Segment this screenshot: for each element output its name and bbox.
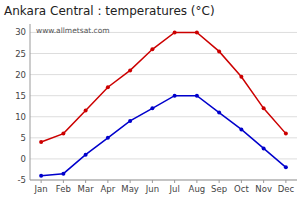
series-marker: [61, 172, 65, 176]
series-marker: [239, 75, 243, 79]
series-marker: [173, 30, 177, 34]
y-tick-label: -5: [18, 175, 26, 185]
x-tick: [152, 180, 153, 183]
series-line: [41, 96, 286, 176]
grid-line: [30, 158, 297, 159]
x-tick: [85, 180, 86, 183]
x-tick-label: Nov: [255, 184, 272, 194]
series-marker: [84, 153, 88, 157]
y-tick-label: 20: [15, 70, 26, 80]
x-tick-label: May: [121, 184, 139, 194]
series-marker: [61, 132, 65, 136]
series-marker: [173, 94, 177, 98]
grid-line: [30, 95, 297, 96]
y-tick-label: 15: [15, 91, 26, 101]
series-marker: [217, 111, 221, 115]
y-tick-label: 5: [21, 133, 26, 143]
series-marker: [262, 146, 266, 150]
x-tick: [130, 180, 131, 183]
grid: [30, 32, 297, 180]
series-marker: [284, 165, 288, 169]
x-tick: [219, 180, 220, 183]
x-tick-label: Jan: [34, 184, 48, 194]
grid-line: [30, 137, 297, 138]
x-tick: [285, 180, 286, 183]
x-tick-label: Aug: [189, 184, 206, 194]
grid-line: [30, 74, 297, 75]
x-tick: [107, 180, 108, 183]
y-tick-label: 0: [21, 154, 26, 164]
x-tick: [263, 180, 264, 183]
x-tick: [241, 180, 242, 183]
annotation: www.allmetsat.com: [36, 26, 110, 35]
series-marker: [84, 108, 88, 112]
x-tick-label: Mar: [78, 184, 95, 194]
y-tick-label: 25: [15, 49, 26, 59]
series-marker: [150, 47, 154, 51]
x-tick-label: Jul: [168, 184, 179, 194]
series-marker: [39, 174, 43, 178]
x-axis-line: [30, 180, 297, 181]
title: Ankara Central : temperatures (°C): [4, 4, 215, 18]
grid-line: [30, 116, 297, 117]
series-marker: [195, 30, 199, 34]
x-tick-label: Apr: [101, 184, 116, 194]
x-tick: [196, 180, 197, 183]
grid-line: [30, 180, 297, 181]
x-tick-label: Oct: [234, 184, 249, 194]
series-marker: [217, 49, 221, 53]
chart-svg: Ankara Central : temperatures (°C) -5 0 5 10…: [0, 0, 305, 200]
series-marker: [39, 140, 43, 144]
chart-container: Ankara Central : temperatures (°C) -5 0 5 10…: [0, 0, 305, 200]
plot-area: [39, 30, 288, 177]
x-tick-label: Feb: [56, 184, 71, 194]
series-marker: [150, 106, 154, 110]
x-tick: [174, 180, 175, 183]
series-marker: [128, 119, 132, 123]
x-tick-label: Jun: [145, 184, 159, 194]
x-tick-label: Sep: [211, 184, 227, 194]
x-tick: [63, 180, 64, 183]
series-marker: [284, 132, 288, 136]
x-tick-label: Dec: [278, 184, 295, 194]
series-marker: [195, 94, 199, 98]
series-marker: [106, 85, 110, 89]
x-tick: [41, 180, 42, 183]
y-tick-label: 10: [15, 112, 26, 122]
series-marker: [262, 106, 266, 110]
series-line: [41, 32, 286, 142]
y-axis-line: [30, 24, 31, 180]
series-marker: [106, 136, 110, 140]
y-tick-label: 30: [15, 27, 26, 37]
series-marker: [128, 68, 132, 72]
grid-line: [30, 53, 297, 54]
series-marker: [239, 127, 243, 131]
